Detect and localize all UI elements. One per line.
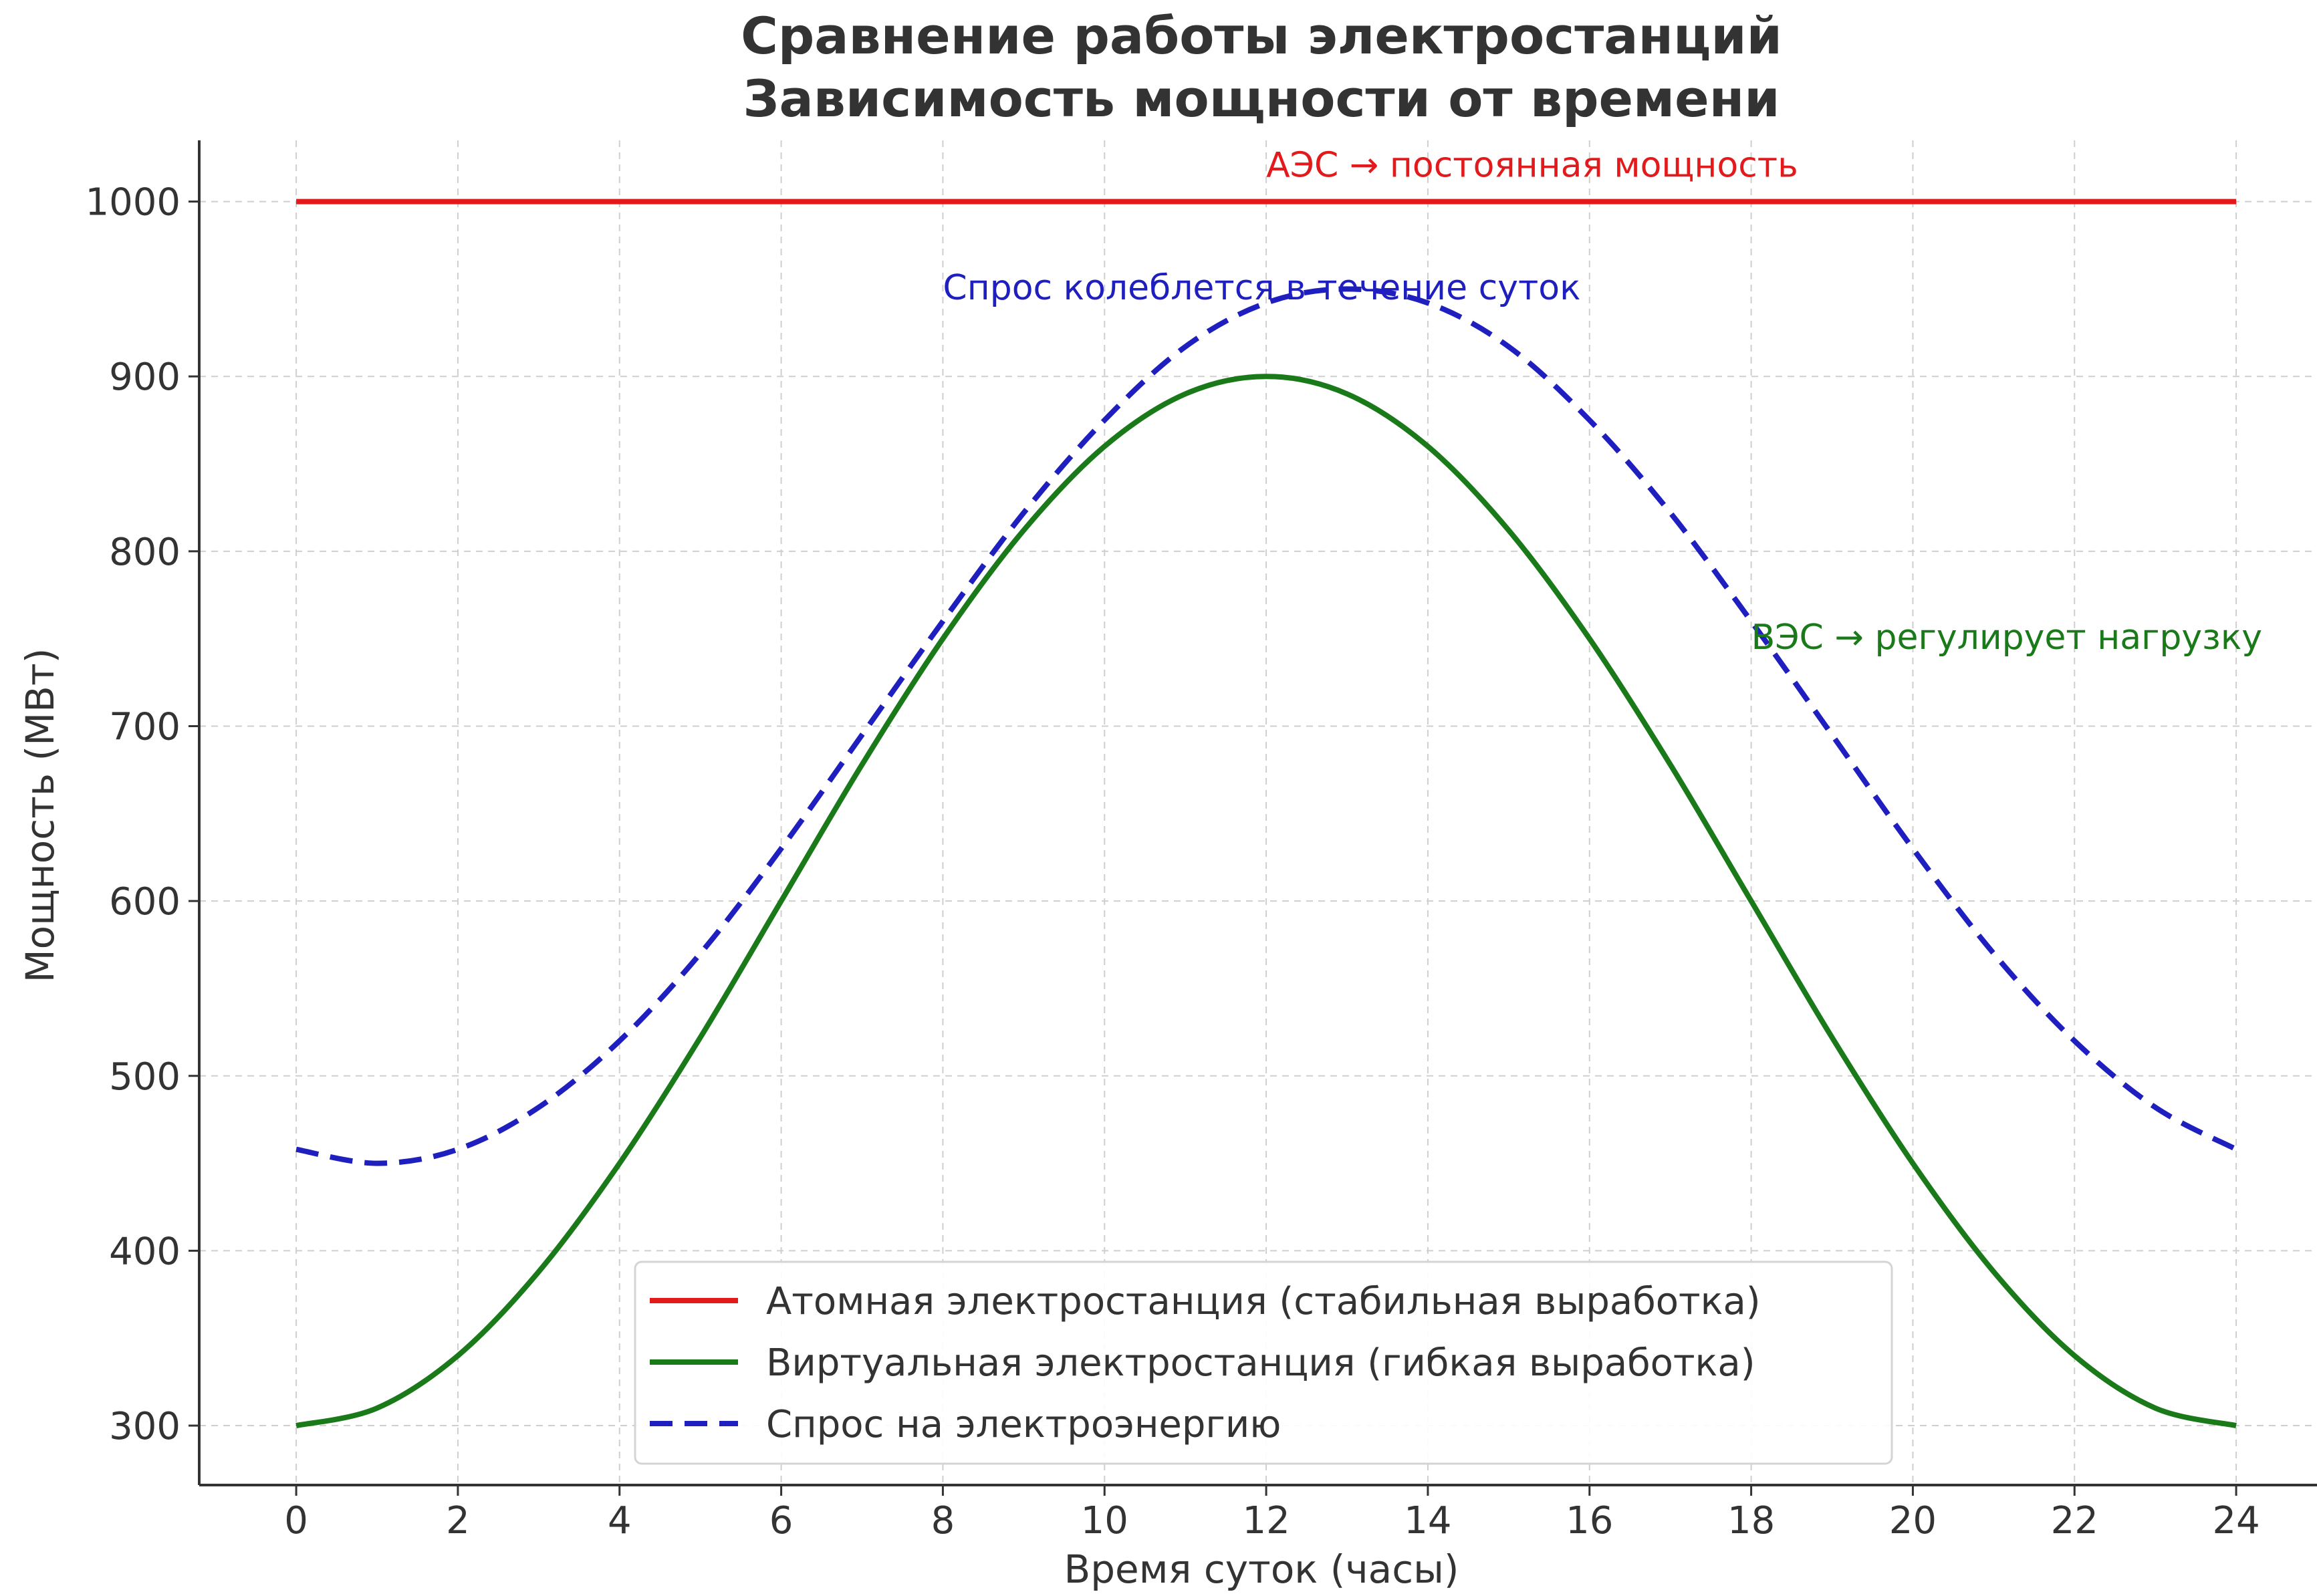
x-tick-label: 10 [1081, 1499, 1128, 1543]
series-line-1 [295, 374, 2237, 1428]
x-tick-label: 18 [1727, 1499, 1775, 1543]
y-tick-label: 600 [109, 880, 180, 924]
x-tick-label: 8 [931, 1499, 955, 1543]
legend-entry-1: Виртуальная электростанция (гибкая выраб… [766, 1341, 1755, 1385]
series-line-2 [295, 286, 2237, 1166]
x-tick-label: 4 [608, 1499, 632, 1543]
x-tick-label: 16 [1566, 1499, 1613, 1543]
chart-title-line-1: Сравнение работы электростанций [741, 6, 1782, 65]
y-tick-label: 400 [109, 1230, 180, 1273]
annotation-2: ВЭС → регулирует нагрузку [1751, 618, 2262, 658]
x-tick-label: 6 [769, 1499, 794, 1543]
x-tick-label: 12 [1242, 1499, 1290, 1543]
axes: 0 2 4 6 8 10 12 14 16 18 20 22 243004005006007008009… [85, 140, 2317, 1543]
legend: Атомная электростанция (стабильная выраб… [634, 1260, 1893, 1465]
legend-entry-0: Атомная электростанция (стабильная выраб… [766, 1280, 1761, 1323]
y-axis-label: Мощность (МВт) [17, 648, 63, 983]
x-tick-label: 0 [284, 1499, 308, 1543]
y-tick-label: 800 [109, 531, 180, 574]
x-tick-label: 24 [2212, 1499, 2260, 1543]
plot-series [295, 198, 2237, 1428]
legend-entry-2: Спрос на электроэнергию [766, 1403, 1281, 1446]
y-tick-label: 1000 [85, 181, 180, 225]
annotation-0: АЭС → постоянная мощность [1266, 146, 1798, 186]
x-tick-label: 14 [1404, 1499, 1451, 1543]
x-axis-label: Время суток (часы) [1064, 1547, 1459, 1592]
y-tick-label: 700 [109, 705, 180, 749]
x-tick-label: 20 [1889, 1499, 1937, 1543]
annotation-1: Спрос колеблется в течение суток [943, 268, 1580, 308]
x-tick-label: 22 [2051, 1499, 2098, 1543]
x-tick-label: 2 [446, 1499, 470, 1543]
chart-title: Сравнение работы электростанций Зависимо… [741, 6, 1782, 128]
legend-box [634, 1260, 1893, 1465]
y-tick-label: 300 [109, 1405, 180, 1448]
chart-title-line-2: Зависимость мощности от времени [743, 69, 1780, 128]
y-tick-label: 900 [109, 356, 180, 399]
y-tick-label: 500 [109, 1055, 180, 1099]
annotations: АЭС → постоянная мощность Спрос колеблетс… [943, 146, 2262, 658]
